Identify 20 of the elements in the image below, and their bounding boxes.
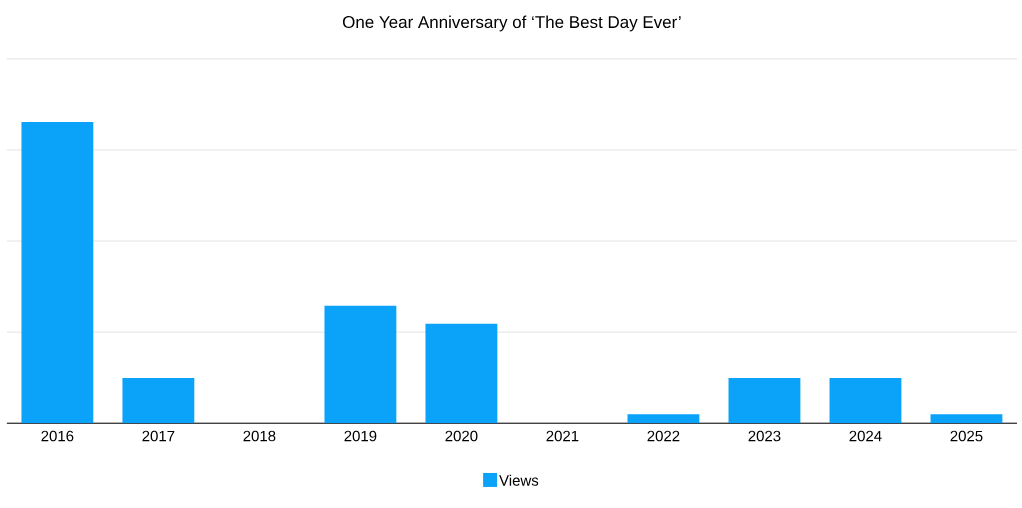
bar [728, 378, 801, 424]
x-tick-label: 2020 [445, 430, 478, 442]
legend-label: Views [499, 474, 539, 486]
x-tick-label: 2016 [41, 430, 74, 442]
bar [829, 378, 902, 424]
x-tick-label: 2024 [849, 430, 882, 442]
x-tick-label: 2025 [950, 430, 983, 442]
x-tick-label: 2022 [647, 430, 680, 442]
x-tick-label: 2021 [546, 430, 579, 442]
bar [930, 414, 1003, 424]
bar [324, 305, 397, 424]
bar [122, 378, 195, 424]
bar [21, 122, 94, 424]
chart-title: One Year Anniversary of ‘The Best Day Ever’ [342, 15, 681, 32]
bar [425, 323, 498, 424]
x-tick-label: 2023 [748, 430, 781, 442]
bar [627, 414, 700, 424]
x-tick-label: 2017 [142, 430, 175, 442]
x-tick-label: 2019 [344, 430, 377, 442]
x-tick-label: 2018 [243, 430, 276, 442]
